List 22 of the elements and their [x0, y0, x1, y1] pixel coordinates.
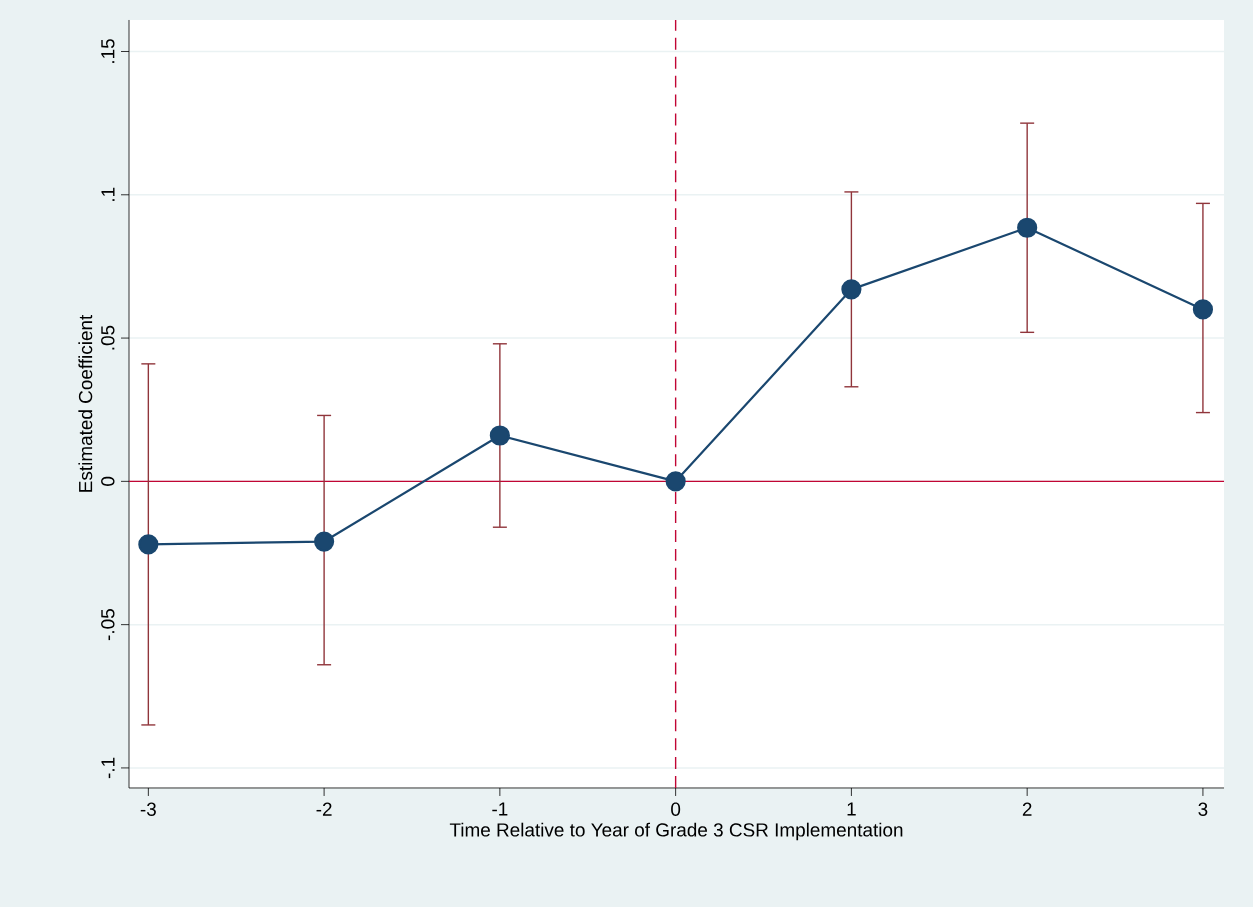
x-tick-label: -1	[492, 802, 508, 816]
y-tick-label: -.1	[101, 757, 115, 779]
x-tick-label: -3	[140, 802, 156, 816]
point	[489, 425, 510, 446]
y-tick-label: 0	[101, 476, 115, 486]
point	[1192, 299, 1214, 320]
point	[841, 279, 862, 300]
x-tick-label: 3	[1198, 802, 1208, 816]
y-tick-label: .1	[101, 187, 115, 201]
point	[1017, 217, 1038, 238]
x-tick-label: 0	[671, 802, 681, 816]
x-axis-title: Time Relative to Year of Grade 3 CSR Implementation	[449, 822, 903, 841]
y-tick-label: .15	[101, 39, 115, 63]
point	[314, 531, 335, 552]
y-tick-label: .05	[101, 325, 115, 350]
point	[665, 471, 686, 492]
y-axis-title: Estimated Coefficient	[78, 314, 93, 492]
x-tick-label: 2	[1022, 802, 1032, 816]
x-tick-label: 1	[847, 802, 856, 816]
point	[138, 534, 159, 555]
x-tick-label: -2	[316, 802, 332, 816]
y-tick-label: -.05	[101, 609, 115, 641]
